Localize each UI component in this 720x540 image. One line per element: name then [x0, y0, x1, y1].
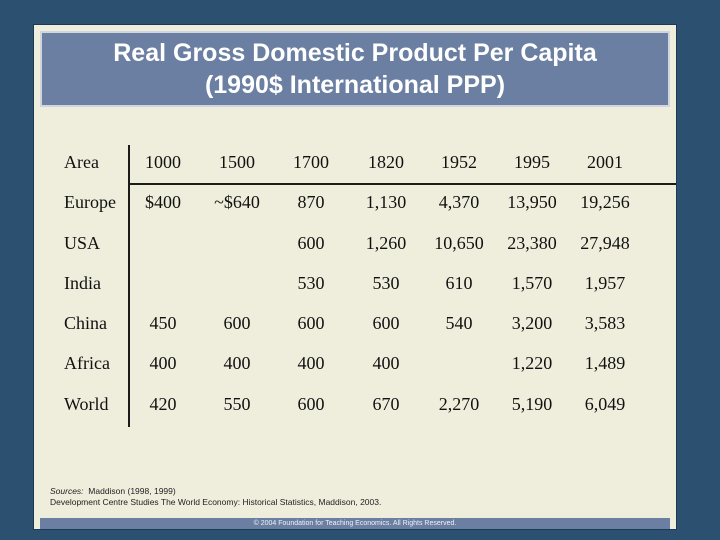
table-cell: 530 — [297, 273, 325, 293]
sources-note: Sources: Maddison (1998, 1999) Developme… — [50, 486, 381, 508]
header-year: 1820 — [368, 152, 404, 172]
row-area-label: World — [64, 394, 109, 414]
table-cell: 19,256 — [580, 192, 630, 212]
header-year: 1000 — [145, 152, 181, 172]
table-cell: 2,270 — [438, 394, 480, 414]
header-year: 1952 — [441, 152, 477, 172]
table-cell: 450 — [149, 313, 177, 333]
table-cell: 1,957 — [584, 273, 626, 293]
row-area-label: Africa — [64, 353, 110, 373]
sources-line-1: Maddison (1998, 1999) — [88, 486, 176, 496]
title-band: Real Gross Domestic Product Per Capita (… — [40, 31, 670, 107]
row-area-label: India — [64, 273, 101, 293]
header-area: Area — [64, 152, 99, 172]
table-cell: 3,200 — [511, 313, 553, 333]
table-cell: 27,948 — [580, 233, 630, 253]
row-area-label: USA — [64, 233, 101, 253]
title-line-2: (1990$ International PPP) — [204, 71, 506, 99]
table-cell: 610 — [445, 273, 473, 293]
table-cell: 600 — [223, 313, 251, 333]
header-rule — [130, 183, 676, 185]
title-line-1: Real Gross Domestic Product Per Capita — [113, 39, 597, 67]
table-cell: 1,489 — [584, 353, 626, 373]
sources-label: Sources: — [50, 486, 84, 496]
table-cell: 4,370 — [438, 192, 480, 212]
header-year: 1500 — [219, 152, 255, 172]
table-cell: 400 — [223, 353, 251, 373]
table-cell: 530 — [372, 273, 400, 293]
table-cell: 400 — [297, 353, 325, 373]
table-cell: 670 — [372, 394, 400, 414]
copyright-footer: © 2004 Foundation for Teaching Economics… — [40, 518, 670, 529]
table-cell: 400 — [149, 353, 177, 373]
table-cell: $400 — [145, 192, 181, 212]
header-year: 1700 — [293, 152, 329, 172]
table-cell: 600 — [297, 313, 325, 333]
table-cell: 3,583 — [584, 313, 626, 333]
table-cell: 1,570 — [511, 273, 553, 293]
header-year: 2001 — [587, 152, 623, 172]
table-cell: 550 — [223, 394, 251, 414]
table-cell: 420 — [149, 394, 177, 414]
table-cell: 400 — [372, 353, 400, 373]
table-cell: 6,049 — [584, 394, 626, 414]
table-cell: 13,950 — [507, 192, 557, 212]
row-area-label: Europe — [64, 192, 116, 212]
sources-line-2: Development Centre Studies The World Eco… — [50, 497, 382, 507]
slide: Real Gross Domestic Product Per Capita (… — [33, 24, 677, 530]
table-cell: 1,220 — [511, 353, 553, 373]
table-cell: 600 — [297, 233, 325, 253]
table-cell: 23,380 — [507, 233, 557, 253]
table-cell: 10,650 — [434, 233, 484, 253]
area-column-rule — [128, 145, 130, 427]
table-cell: 1,260 — [365, 233, 407, 253]
table-cell: ~$640 — [214, 192, 260, 212]
table-cell: 600 — [297, 394, 325, 414]
table-cell: 1,130 — [365, 192, 407, 212]
row-area-label: China — [64, 313, 107, 333]
header-year: 1995 — [514, 152, 550, 172]
table-cell: 540 — [445, 313, 473, 333]
table-cell: 5,190 — [511, 394, 553, 414]
table-cell: 600 — [372, 313, 400, 333]
table-cell: 870 — [297, 192, 325, 212]
